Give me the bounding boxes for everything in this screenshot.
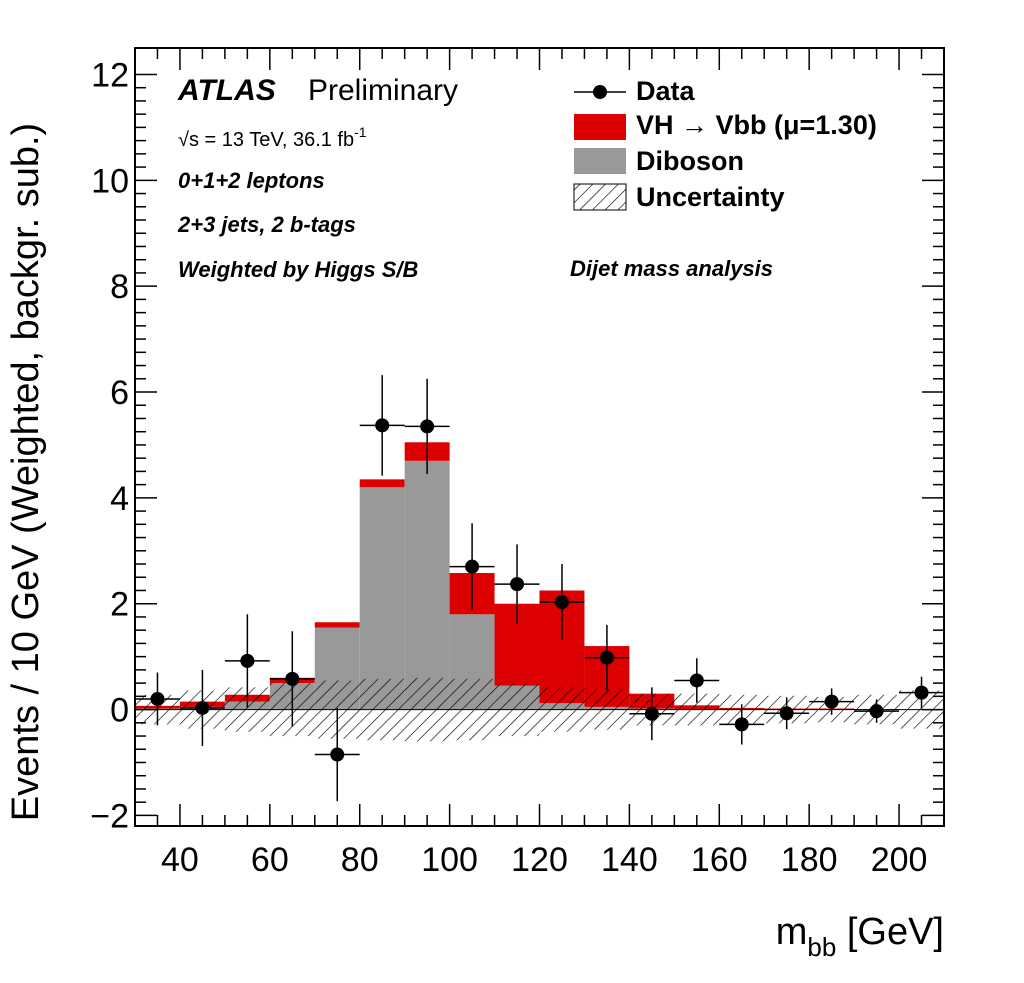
tick-layer: 40 60 80 100 120 140 160 180 200 −2 0 2 4 6 8 10 12 xyxy=(90,48,945,879)
y-tick-label: 8 xyxy=(110,268,129,306)
atlas-label: ATLAS xyxy=(177,74,276,107)
data-point xyxy=(734,717,749,732)
legend-uncertainty-swatch xyxy=(573,183,627,211)
legend-data-marker xyxy=(574,85,626,99)
x-tick-label: 40 xyxy=(161,841,199,879)
signal-bar xyxy=(314,622,360,628)
diboson-bar xyxy=(404,460,450,710)
data-point xyxy=(465,559,480,574)
weighted-label: Weighted by Higgs S/B xyxy=(178,257,419,282)
x-tick-label: 80 xyxy=(341,841,379,879)
legend: Data VH → Vbb (μ=1.30) Diboson Uncertain… xyxy=(573,76,877,212)
x-axis-title-unit: [GeV] xyxy=(836,911,944,953)
legend-diboson-label: Diboson xyxy=(636,146,744,176)
diboson-bar xyxy=(359,487,405,710)
data-point xyxy=(644,706,659,721)
x-tick-label: 160 xyxy=(691,841,748,879)
data-point xyxy=(150,691,165,706)
legend-uncertainty-label: Uncertainty xyxy=(636,182,785,212)
data-point xyxy=(689,673,704,688)
data-point xyxy=(599,650,614,665)
x-tick-label: 100 xyxy=(421,841,478,879)
data-point xyxy=(824,694,839,709)
leptons-label: 0+1+2 leptons xyxy=(178,168,325,193)
data-point xyxy=(554,595,569,610)
energy-label: √s = 13 TeV, 36.1 fb-1 xyxy=(178,124,367,151)
jets-label: 2+3 jets, 2 b-tags xyxy=(177,212,356,237)
y-tick-label: 6 xyxy=(110,374,129,412)
y-tick-label: 10 xyxy=(91,162,129,200)
y-tick-label: −2 xyxy=(90,797,129,835)
x-tick-label: 60 xyxy=(251,841,289,879)
legend-diboson-swatch xyxy=(574,148,626,174)
data-point xyxy=(285,671,300,686)
x-axis-title: mbb [GeV] xyxy=(776,911,944,962)
data-layer xyxy=(135,375,944,802)
analysis-label: Dijet mass analysis xyxy=(570,256,773,281)
x-axis-title-sub: bb xyxy=(807,932,836,962)
signal-bar xyxy=(359,479,405,488)
x-tick-label: 180 xyxy=(781,841,838,879)
preliminary-label: Preliminary xyxy=(308,74,458,107)
x-tick-label: 200 xyxy=(871,841,928,879)
legend-signal-label: VH → Vbb (μ=1.30) xyxy=(636,110,877,140)
data-point xyxy=(240,653,255,668)
data-point xyxy=(869,704,884,719)
data-point xyxy=(330,747,345,762)
y-axis-title: Events / 10 GeV (Weighted, backgr. sub.) xyxy=(5,123,47,821)
y-tick-label: 2 xyxy=(110,586,129,624)
legend-signal-swatch xyxy=(574,114,626,140)
data-point xyxy=(914,685,929,700)
data-point xyxy=(510,577,525,592)
y-tick-label: 0 xyxy=(110,692,129,730)
data-point xyxy=(420,419,435,434)
x-tick-label: 140 xyxy=(601,841,658,879)
data-point xyxy=(779,706,794,721)
data-point xyxy=(195,700,210,715)
energy-text: √s = 13 TeV, 36.1 fb xyxy=(178,129,354,151)
y-tick-label: 4 xyxy=(110,480,129,518)
data-point xyxy=(375,418,390,433)
y-tick-label: 12 xyxy=(91,56,129,94)
x-tick-label: 120 xyxy=(511,841,568,879)
legend-data-label: Data xyxy=(636,76,696,106)
energy-sup: -1 xyxy=(354,124,367,140)
x-axis-title-main: m xyxy=(776,911,808,953)
